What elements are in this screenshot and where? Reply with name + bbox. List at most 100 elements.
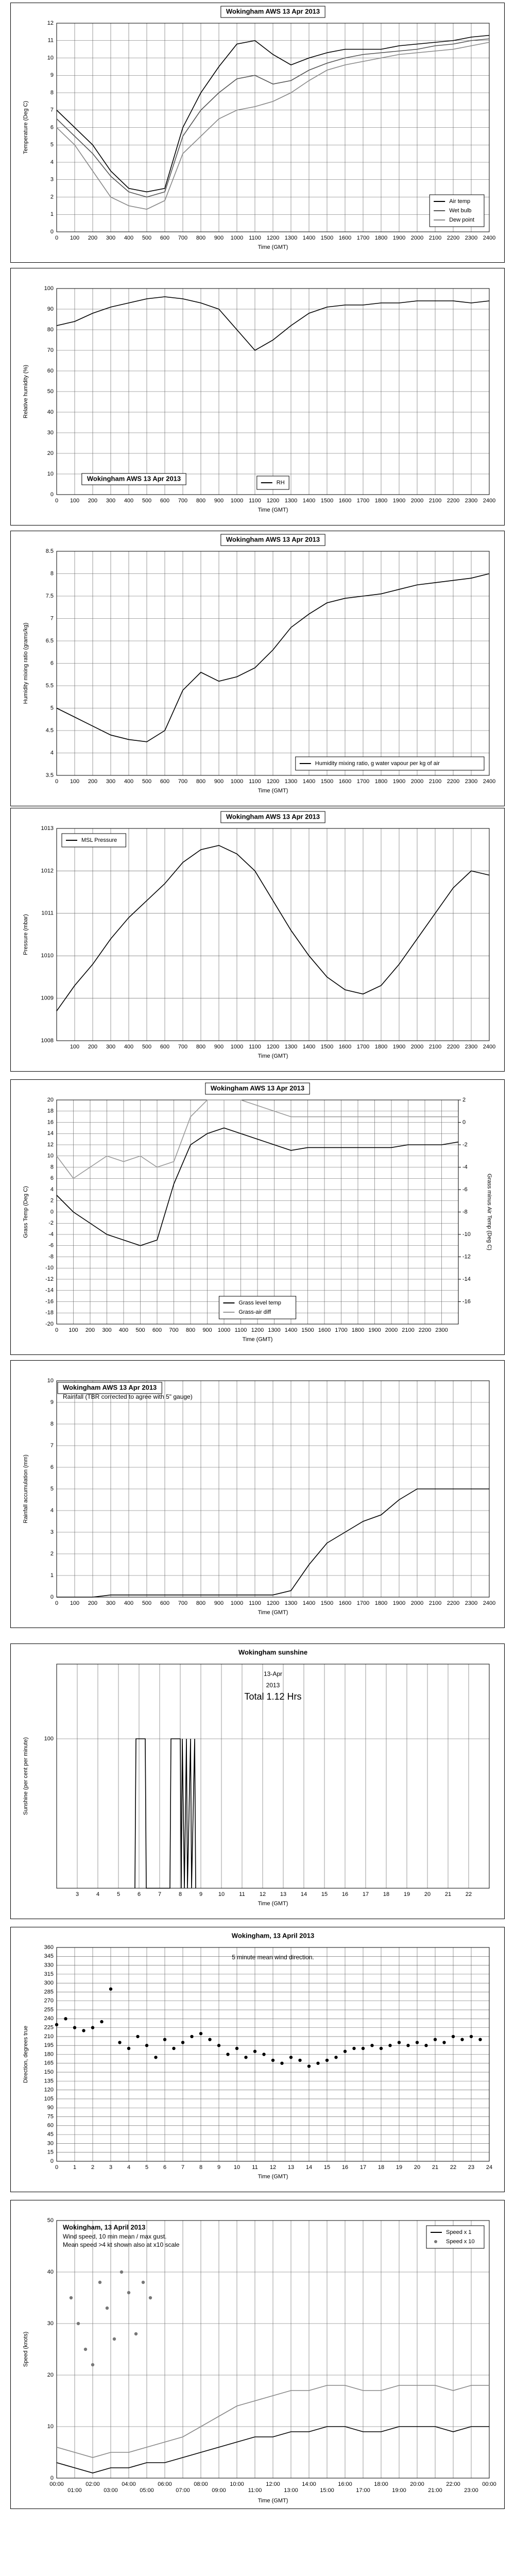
data-point	[442, 2041, 446, 2044]
y-axis-label: Temperature (Deg C)	[23, 101, 29, 154]
x-tick-label: 300	[106, 1044, 115, 1050]
x-tick-label: 13	[280, 1891, 286, 1897]
panel-border	[10, 1643, 505, 1919]
x-tick-label: 700	[178, 1044, 187, 1050]
x-tick-label: 1600	[318, 1327, 331, 1333]
data-point	[388, 2044, 392, 2047]
x-tick-label: 9	[217, 2164, 220, 2171]
x-tick-label: 0	[55, 1327, 58, 1333]
data-point	[83, 2347, 88, 2351]
x-tick-label: 3	[76, 1891, 79, 1897]
x-tick-label: 3	[109, 2164, 112, 2171]
chart-title: Wokingham, 13 April 2013	[63, 2223, 145, 2231]
x-tick-label: 1500	[321, 1044, 333, 1050]
y-tick-label: 180	[44, 2051, 54, 2057]
x-tick-label: 2200	[447, 1600, 459, 1606]
plot-frame	[56, 1099, 459, 1325]
data-point	[424, 2044, 428, 2047]
legend-label: Speed x 1	[446, 2229, 472, 2235]
x-tick-label: 800	[196, 498, 205, 504]
y-tick-label: 165	[44, 2060, 54, 2066]
y-tick-label: 10	[47, 1378, 54, 1384]
x-tick-label: 400	[124, 1600, 133, 1606]
x-tick-label: 800	[196, 235, 205, 241]
x-tick-label: 900	[214, 498, 224, 504]
chart-title: Wokingham AWS 13 Apr 2013	[226, 7, 320, 15]
x-tick-label: 1400	[303, 778, 315, 785]
data-point	[105, 2306, 109, 2310]
data-point	[199, 2031, 203, 2036]
panel-border	[10, 808, 505, 1072]
x-tick-label: 1900	[393, 498, 405, 504]
panel-border	[10, 1360, 505, 1628]
y-tick-label: 30	[47, 2320, 54, 2327]
y-axis-label: Humidity mixing ratio (grams/kg)	[23, 623, 29, 704]
x-tick-label: 800	[196, 778, 205, 785]
x-tick-label: 700	[178, 778, 187, 785]
data-point	[235, 2046, 239, 2050]
x-tick-label: 1200	[251, 1327, 264, 1333]
x-tick-label: 20	[424, 1891, 431, 1897]
x-tick-label: 200	[88, 235, 97, 241]
y-tick-label: 90	[47, 2105, 54, 2111]
data-point	[76, 2321, 80, 2326]
y-axis-label: Rainfall accumulation (mm)	[23, 1454, 29, 1523]
chart-panel: 1008 1009 1010 1011 1012 1013 100 200 300 400 500 6…	[10, 808, 505, 1072]
y-tick-label: 240	[44, 2015, 54, 2022]
plot-frame	[56, 288, 490, 495]
y-tick-label: 14	[47, 1130, 54, 1137]
data-point	[334, 2056, 338, 2059]
legend-label: Grass-air diff	[238, 1309, 271, 1315]
chart-panel: 0102030405000:0001:0002:0003:0004:0005:0…	[10, 2200, 505, 2509]
x-tick-label: 1000	[231, 778, 243, 785]
title-box	[57, 1382, 162, 1394]
x-tick-label: 1800	[375, 235, 387, 241]
x-tick-label: 10:00	[230, 2481, 244, 2487]
x-tick-label: 2200	[447, 235, 459, 241]
x-tick-label: 1000	[231, 498, 243, 504]
y-tick-label: -14	[45, 1287, 54, 1294]
x-tick-label: 300	[106, 235, 115, 241]
chart-title: Wokingham AWS 13 Apr 2013	[226, 535, 320, 543]
legend-box	[256, 476, 289, 490]
x-tick-label: 1900	[393, 778, 405, 785]
plot-frame	[56, 1664, 490, 1889]
panel-border	[10, 1927, 505, 2192]
plot-frame	[56, 2220, 490, 2479]
chart-title: Wokingham, 13 April 2013	[232, 1931, 314, 1939]
x-tick-label: 13	[288, 2164, 294, 2171]
legend-label: Grass level temp	[238, 1300, 281, 1306]
data-line	[56, 2426, 489, 2473]
x-tick-label: 17	[360, 2164, 366, 2171]
x-tick-label: 1600	[339, 498, 351, 504]
x-tick-label: 800	[186, 1327, 195, 1333]
legend-label: RH	[277, 480, 285, 486]
y-tick-label: 60	[47, 2123, 54, 2129]
y-tick-label: -20	[45, 1321, 54, 1327]
x-tick-label: 07:00	[176, 2487, 190, 2494]
x-tick-label: 2100	[429, 1600, 441, 1606]
y-tick-label: 10	[47, 55, 54, 61]
x-tick-label: 1200	[267, 778, 279, 785]
title-box	[220, 534, 325, 546]
y-tick-label: -6	[48, 1243, 54, 1249]
chart-title: Wokingham AWS 13 Apr 2013	[87, 474, 181, 482]
x-tick-label: 06:00	[158, 2481, 172, 2487]
x-tick-label: 1200	[267, 498, 279, 504]
y-tick-label: 330	[44, 1962, 54, 1968]
x-tick-label: 2100	[429, 235, 441, 241]
x-tick-label: 2100	[402, 1327, 414, 1333]
y2-tick-label: -14	[462, 1276, 471, 1282]
x-axis-label: Time (GMT)	[258, 2498, 288, 2504]
title-box	[205, 1082, 310, 1095]
y-tick-label: 100	[44, 1736, 54, 1742]
x-tick-label: 1100	[249, 498, 261, 504]
x-tick-label: 11	[239, 1891, 245, 1897]
y-tick-label: 50	[47, 388, 54, 395]
title-box	[220, 811, 325, 823]
x-tick-label: 300	[106, 1600, 115, 1606]
x-axis-label: Time (GMT)	[258, 1901, 288, 1907]
x-tick-label: 1800	[375, 1600, 387, 1606]
y-tick-label: 100	[44, 285, 54, 292]
x-tick-label: 1900	[393, 235, 405, 241]
